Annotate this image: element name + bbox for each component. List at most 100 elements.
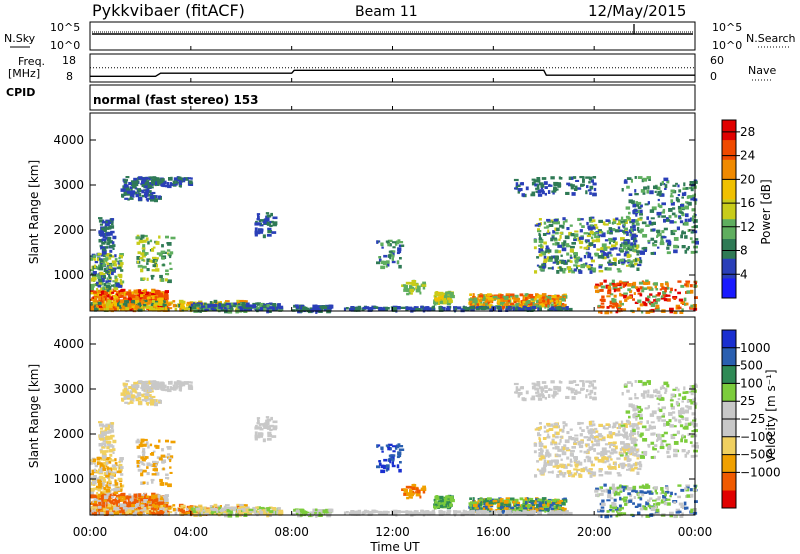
- power-cell: [543, 260, 547, 263]
- power-cell: [266, 221, 270, 226]
- power-cell: [131, 291, 134, 295]
- power-cell: [107, 226, 112, 230]
- velocity-cell: [102, 425, 106, 428]
- velocity-cell: [108, 480, 112, 483]
- power-cell: [143, 295, 148, 299]
- power-cell: [630, 242, 633, 246]
- velocity-cell: [97, 456, 102, 460]
- velocity-cell: [96, 499, 102, 502]
- power-cell: [152, 176, 157, 179]
- power-cell: [505, 306, 510, 309]
- power-cell: [632, 224, 636, 229]
- power-cell: [99, 259, 104, 263]
- power-cell: [118, 304, 122, 309]
- power-cell: [652, 295, 657, 298]
- power-cell: [462, 306, 467, 309]
- power-cell: [592, 176, 597, 179]
- power-cell: [439, 291, 444, 296]
- velocity-cell: [242, 513, 248, 516]
- velocity-cell: [248, 512, 253, 515]
- power-cell: [574, 230, 579, 233]
- power-cell: [619, 292, 622, 297]
- power-cell: [641, 289, 645, 293]
- velocity-cell: [158, 501, 164, 505]
- velocity-cell: [172, 507, 176, 512]
- power-cell: [549, 301, 552, 305]
- power-cell: [582, 263, 588, 267]
- power-cell: [641, 221, 647, 225]
- power-cell: [606, 306, 610, 309]
- power-cell: [514, 307, 519, 310]
- power-cell: [232, 304, 236, 308]
- power-cell: [685, 187, 689, 190]
- velocity-cell: [147, 388, 153, 392]
- power-cell: [99, 266, 103, 270]
- velocity-cell: [121, 504, 127, 507]
- velocity-cell: [388, 454, 393, 457]
- power-cell: [227, 309, 233, 314]
- power-cell: [576, 265, 579, 270]
- power-cell: [263, 220, 268, 225]
- velocity-cell: [275, 510, 280, 515]
- power-cell: [368, 307, 374, 310]
- power-cell: [202, 305, 206, 308]
- power-cell: [537, 228, 540, 231]
- power-cell: [121, 305, 125, 310]
- power-cell: [616, 287, 621, 292]
- power-cell: [589, 192, 592, 195]
- power-cell: [588, 216, 592, 221]
- power-cell: [221, 308, 224, 312]
- velocity-cell: [183, 381, 189, 385]
- velocity-cell: [137, 400, 143, 405]
- velocity-cell: [91, 508, 94, 513]
- power-cell: [663, 177, 669, 182]
- power-cell: [646, 189, 649, 194]
- power-cell: [156, 308, 161, 312]
- velocity-cell: [325, 511, 330, 515]
- velocity-cell: [486, 506, 490, 509]
- power-cell: [672, 229, 677, 232]
- power-cell: [479, 296, 483, 300]
- power-cell: [99, 230, 104, 234]
- velocity-cell: [139, 461, 144, 464]
- power-cell: [131, 304, 136, 308]
- velocity-cell: [210, 508, 214, 511]
- velocity-cell: [142, 503, 148, 507]
- power-cell: [602, 252, 607, 256]
- velocity-cell: [146, 466, 149, 469]
- power-cell: [601, 252, 604, 257]
- power-cell: [117, 302, 121, 307]
- colorbar-tick-label: 12: [740, 220, 755, 234]
- velocity-cell: [380, 464, 385, 469]
- velocity-cell: [107, 430, 112, 434]
- power-cell: [97, 289, 102, 294]
- velocity-cell: [109, 453, 113, 457]
- power-cell: [639, 286, 643, 290]
- velocity-cell: [157, 507, 161, 510]
- power-cell: [615, 217, 619, 221]
- power-cell: [591, 226, 596, 230]
- power-cell: [106, 307, 111, 312]
- power-cell: [172, 303, 176, 308]
- power-cell: [593, 187, 597, 192]
- power-cell: [497, 298, 501, 301]
- velocity-cell: [165, 507, 170, 510]
- power-cell: [464, 307, 469, 312]
- velocity-cell: [312, 508, 318, 513]
- power-cell: [554, 255, 559, 260]
- power-cell: [569, 254, 573, 258]
- power-cell: [681, 308, 684, 312]
- power-cell: [90, 258, 94, 261]
- velocity-cell: [204, 512, 209, 515]
- power-cell: [411, 282, 416, 287]
- power-cell: [670, 230, 674, 233]
- power-cell: [632, 249, 637, 252]
- power-cell: [556, 182, 561, 185]
- power-cell: [552, 243, 555, 246]
- velocity-cell: [129, 401, 134, 404]
- power-cell: [686, 290, 692, 294]
- velocity-cell: [177, 380, 182, 384]
- power-cell: [551, 298, 557, 301]
- power-cell: [109, 303, 114, 307]
- power-cell: [545, 245, 549, 249]
